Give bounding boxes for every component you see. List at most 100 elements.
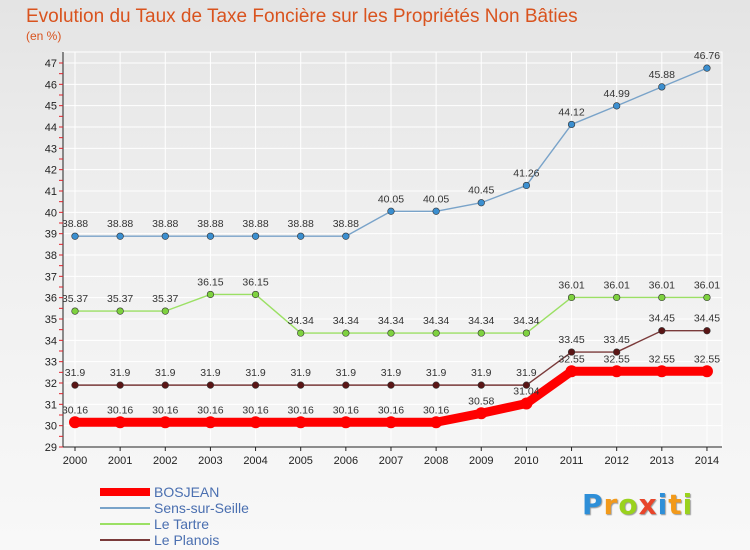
data-point [522,329,531,337]
data-point [610,365,623,378]
y-tick-label: 33 [45,357,57,369]
data-label: 32.55 [694,353,720,365]
x-tick-label: 2004 [243,455,267,467]
data-label: 31.9 [65,367,86,379]
data-label: 32.55 [558,353,584,365]
data-label: 36.01 [694,279,720,291]
data-point [567,120,576,129]
data-label: 34.45 [694,313,720,325]
data-point [520,397,533,410]
data-label: 36.01 [649,279,675,291]
data-label: 30.16 [62,404,88,416]
data-point [161,381,169,389]
data-label: 31.04 [513,385,539,397]
data-label: 32.55 [649,353,675,365]
data-label: 30.58 [468,395,494,407]
data-point [249,416,262,429]
data-point [387,381,395,389]
data-label: 38.88 [107,218,133,230]
x-tick-label: 2009 [469,455,493,467]
data-point [116,232,124,240]
data-label: 44.12 [558,106,584,118]
data-label: 34.34 [333,315,359,327]
data-point [71,381,79,389]
y-tick-label: 39 [45,229,57,241]
data-point [613,102,621,110]
data-label: 30.16 [152,404,178,416]
data-label: 30.16 [423,404,449,416]
data-point [297,329,305,337]
x-tick-label: 2011 [560,455,584,467]
data-label: 41.26 [513,167,539,179]
x-tick-label: 2006 [334,455,358,467]
data-label: 31.9 [245,367,266,379]
data-label: 34.34 [468,315,494,327]
y-tick-label: 45 [45,101,57,113]
data-point [342,381,350,389]
data-point [655,365,668,378]
y-tick-label: 47 [45,58,57,70]
legend-label: Le Tartre [154,516,209,532]
chart-title: Evolution du Taux de Taxe Foncière sur l… [26,6,578,27]
data-point [703,64,711,72]
data-label: 31.9 [200,367,221,379]
data-label: 45.88 [649,69,675,81]
legend-label: Le Planois [154,532,219,548]
x-tick-label: 2013 [650,455,674,467]
y-tick-label: 31 [45,399,57,411]
x-tick-label: 2005 [288,455,312,467]
data-label: 36.15 [197,276,223,288]
data-label: 31.9 [155,367,176,379]
y-tick-label: 36 [45,293,57,305]
data-point [206,232,215,240]
data-point [613,293,621,302]
data-point [251,232,260,240]
data-label: 34.34 [288,315,314,327]
x-tick-label: 2007 [379,455,403,467]
data-point [658,83,666,91]
x-tick-label: 2003 [198,455,222,467]
y-tick-label: 40 [45,207,57,219]
data-point [251,381,260,389]
data-label: 34.34 [513,315,539,327]
data-point [432,329,440,337]
y-tick-label: 43 [45,143,57,155]
proxiti-logo: Proxiti [582,488,694,521]
data-point [342,232,350,240]
data-label: 30.16 [107,404,133,416]
data-point [475,407,488,420]
x-tick-label: 2008 [424,455,448,467]
data-point [71,232,79,240]
y-tick-label: 30 [45,421,57,433]
y-tick-label: 44 [45,122,57,134]
data-point [477,199,485,207]
chart-subtitle: (en %) [26,29,62,43]
data-point [339,416,352,429]
data-label: 35.37 [107,293,133,305]
data-label: 35.37 [152,293,178,305]
y-tick-label: 38 [45,250,57,262]
data-point [522,381,531,389]
y-tick-label: 32 [45,378,57,390]
data-point [613,348,621,356]
data-point [567,348,576,356]
data-label: 40.05 [378,193,404,205]
data-label: 36.01 [558,279,584,291]
y-tick-label: 29 [45,442,57,454]
y-tick-label: 46 [45,79,57,91]
data-label: 38.88 [62,218,88,230]
x-tick-label: 2012 [604,455,628,467]
data-label: 34.45 [649,313,675,325]
data-point [703,293,711,302]
data-point [522,181,531,190]
data-point [161,232,169,240]
data-label: 30.16 [242,404,268,416]
series-layer [69,64,713,429]
data-label-layer: 30.16 30.16 30.16 30.16 30.16 30.16 30.16 30.16… [62,50,720,416]
data-label: 40.05 [423,193,449,205]
data-label: 40.45 [468,185,494,197]
data-point [477,329,485,337]
y-tick-label: 37 [45,271,57,283]
y-tick-label: 42 [45,165,57,177]
